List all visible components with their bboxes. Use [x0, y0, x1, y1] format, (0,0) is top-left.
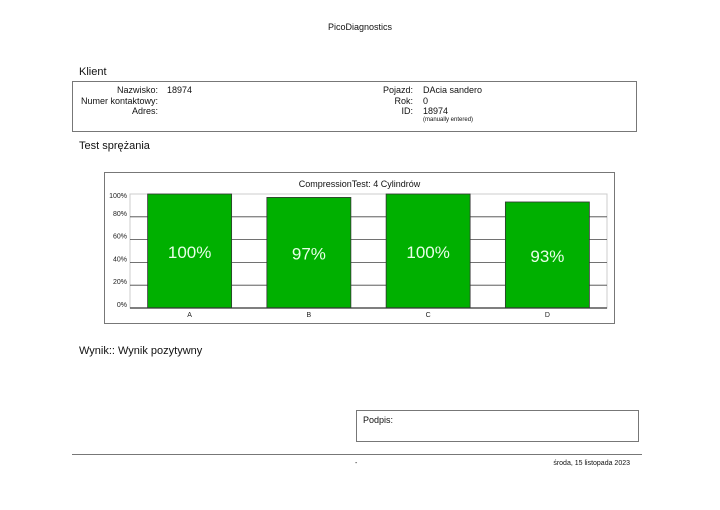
bar-data-label: 100% [168, 243, 211, 262]
y-tick-label: 80% [113, 211, 127, 218]
footer-date: środa, 15 listopada 2023 [553, 460, 630, 467]
bar-data-label: 100% [406, 243, 449, 262]
client-info-box: Nazwisko: 18974 Numer kontaktowy: Adres:… [72, 81, 637, 132]
y-tick-label: 60% [113, 234, 127, 241]
x-tick-label: A [187, 312, 192, 319]
x-tick-label: C [426, 312, 431, 319]
pojazd-value: DAcia sandero [423, 85, 483, 95]
y-tick-label: 0% [117, 302, 127, 309]
pojazd-label: Pojazd: [382, 85, 413, 95]
y-tick-label: 40% [113, 256, 127, 263]
footer-divider [72, 454, 642, 455]
rok-label: Rok: [394, 96, 413, 106]
bar-B [266, 197, 352, 309]
chart-title: CompressionTest: 4 Cylindrów [298, 179, 421, 189]
signature-label: Podpis: [363, 415, 394, 425]
x-tick-label: D [545, 312, 550, 319]
bar-data-label: 97% [292, 245, 326, 264]
footer-left: - [355, 460, 358, 467]
bar-D [504, 201, 590, 309]
id-value: 18974 [423, 106, 449, 116]
id-note: (manually entered) [423, 117, 474, 123]
id-label: ID: [401, 106, 413, 116]
bar-A [147, 193, 233, 309]
client-section-title: Klient [79, 66, 107, 78]
kontakt-label: Numer kontaktowy: [80, 96, 158, 106]
x-tick-label: B [307, 312, 312, 319]
result-text: Wynik:: Wynik pozytywny [79, 345, 203, 357]
nazwisko-value: 18974 [167, 85, 193, 95]
bar-data-label: 93% [530, 247, 564, 266]
signature-box: Podpis: [356, 410, 639, 442]
nazwisko-label: Nazwisko: [116, 85, 158, 95]
adres-label: Adres: [131, 106, 158, 116]
y-tick-label: 100% [109, 193, 127, 200]
bar-C [385, 193, 471, 309]
test-section-title: Test sprężania [79, 140, 150, 152]
y-tick-label: 20% [113, 279, 127, 286]
rok-value: 0 [423, 96, 429, 106]
report-title: PicoDiagnostics [327, 22, 393, 32]
